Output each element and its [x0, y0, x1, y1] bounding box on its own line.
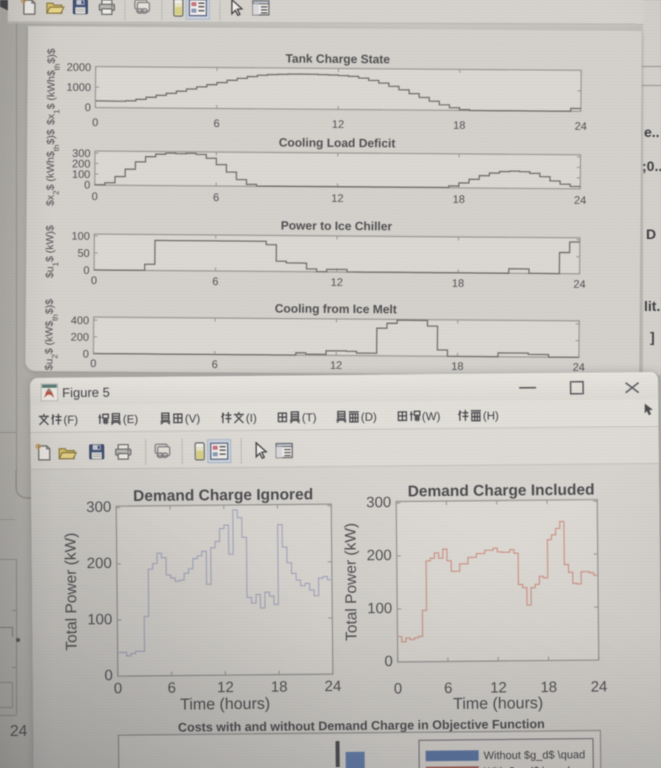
- svg-text:$x1$ (kWh$th$)$: $x1$ (kWh$th$)$: [45, 48, 61, 125]
- svg-text:Tank Charge State: Tank Charge State: [285, 52, 390, 67]
- svg-text:24: 24: [573, 279, 585, 291]
- svg-text:0: 0: [90, 358, 96, 370]
- svg-text:50: 50: [77, 248, 89, 260]
- svg-text:2000: 2000: [66, 62, 91, 74]
- svg-text:12: 12: [329, 360, 341, 372]
- svg-text:0: 0: [84, 179, 90, 191]
- svg-text:12: 12: [330, 277, 342, 289]
- svg-text:18: 18: [451, 361, 463, 373]
- svg-text:0: 0: [84, 102, 90, 114]
- svg-text:18: 18: [451, 278, 463, 290]
- svg-text:0: 0: [91, 191, 97, 203]
- svg-text:400: 400: [70, 315, 88, 327]
- svg-text:200: 200: [70, 332, 88, 344]
- svg-text:6: 6: [212, 192, 218, 204]
- svg-text:6: 6: [212, 276, 218, 288]
- svg-text:12: 12: [331, 119, 343, 131]
- svg-text:1000: 1000: [66, 82, 91, 94]
- svg-text:Cooling from Ice Melt: Cooling from Ice Melt: [274, 301, 396, 316]
- svg-text:6: 6: [211, 359, 217, 371]
- svg-text:$x2$ (kWh$th$)$: $x2$ (kWh$th$)$: [44, 129, 60, 206]
- svg-text:12: 12: [331, 193, 343, 205]
- svg-text:0: 0: [83, 265, 89, 277]
- svg-text:$u2$ (kW$th$)$: $u2$ (kW$th$)$: [43, 299, 59, 371]
- svg-text:0: 0: [92, 117, 98, 129]
- svg-text:Power to Ice Chiller: Power to Ice Chiller: [280, 218, 392, 233]
- svg-text:24: 24: [573, 195, 585, 207]
- svg-text:0: 0: [90, 275, 96, 287]
- svg-text:0: 0: [82, 348, 88, 360]
- svg-text:Cooling Load Deficit: Cooling Load Deficit: [278, 135, 395, 150]
- svg-text:18: 18: [453, 120, 465, 132]
- svg-text:24: 24: [574, 121, 586, 133]
- svg-text:$u1$ (kW)$: $u1$ (kW)$: [44, 225, 60, 278]
- svg-text:18: 18: [452, 194, 464, 206]
- svg-text:6: 6: [213, 118, 219, 130]
- svg-text:100: 100: [71, 231, 89, 243]
